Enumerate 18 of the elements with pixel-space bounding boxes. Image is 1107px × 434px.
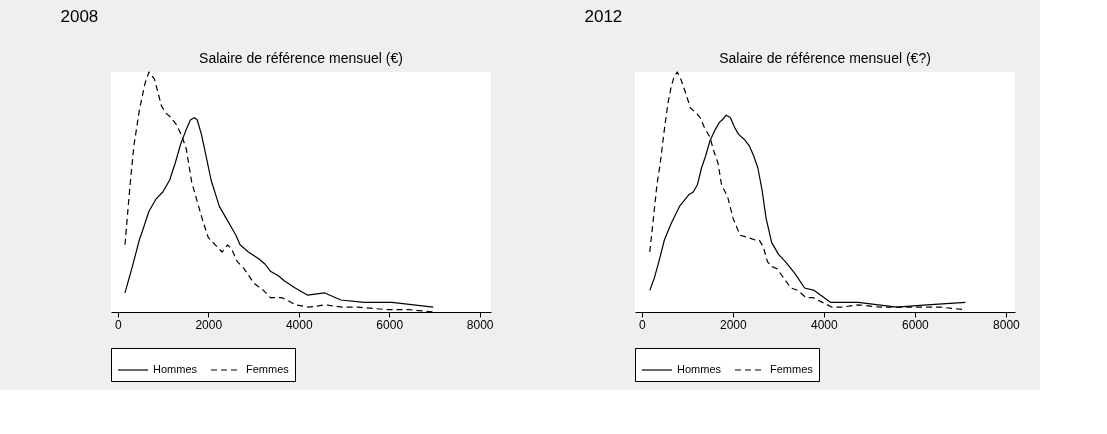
legend-label: Femmes <box>246 363 290 375</box>
x-tick-label: 8000 <box>466 317 494 332</box>
legend-label: Hommes <box>153 363 198 375</box>
chart-title: 2008 <box>60 7 99 26</box>
legend-label: Hommes <box>677 363 722 375</box>
x-tick-label: 8000 <box>993 317 1021 332</box>
x-tick-label: 6000 <box>376 317 404 332</box>
chart-title: 2012 <box>584 7 623 26</box>
x-tick-label: 2000 <box>195 317 223 332</box>
x-tick-label: 4000 <box>811 317 839 332</box>
x-tick-label: 0 <box>638 317 646 332</box>
x-tick-label: 2000 <box>719 317 748 332</box>
legend-label: Femmes <box>770 363 814 375</box>
x-tick-label: 4000 <box>285 317 313 332</box>
x-tick-label: 6000 <box>902 317 930 332</box>
chart-subtitle: Salaire de référence mensuel (€?) <box>719 50 931 66</box>
chart-subtitle: Salaire de référence mensuel (€) <box>199 50 403 66</box>
x-tick-label: 0 <box>114 317 122 332</box>
